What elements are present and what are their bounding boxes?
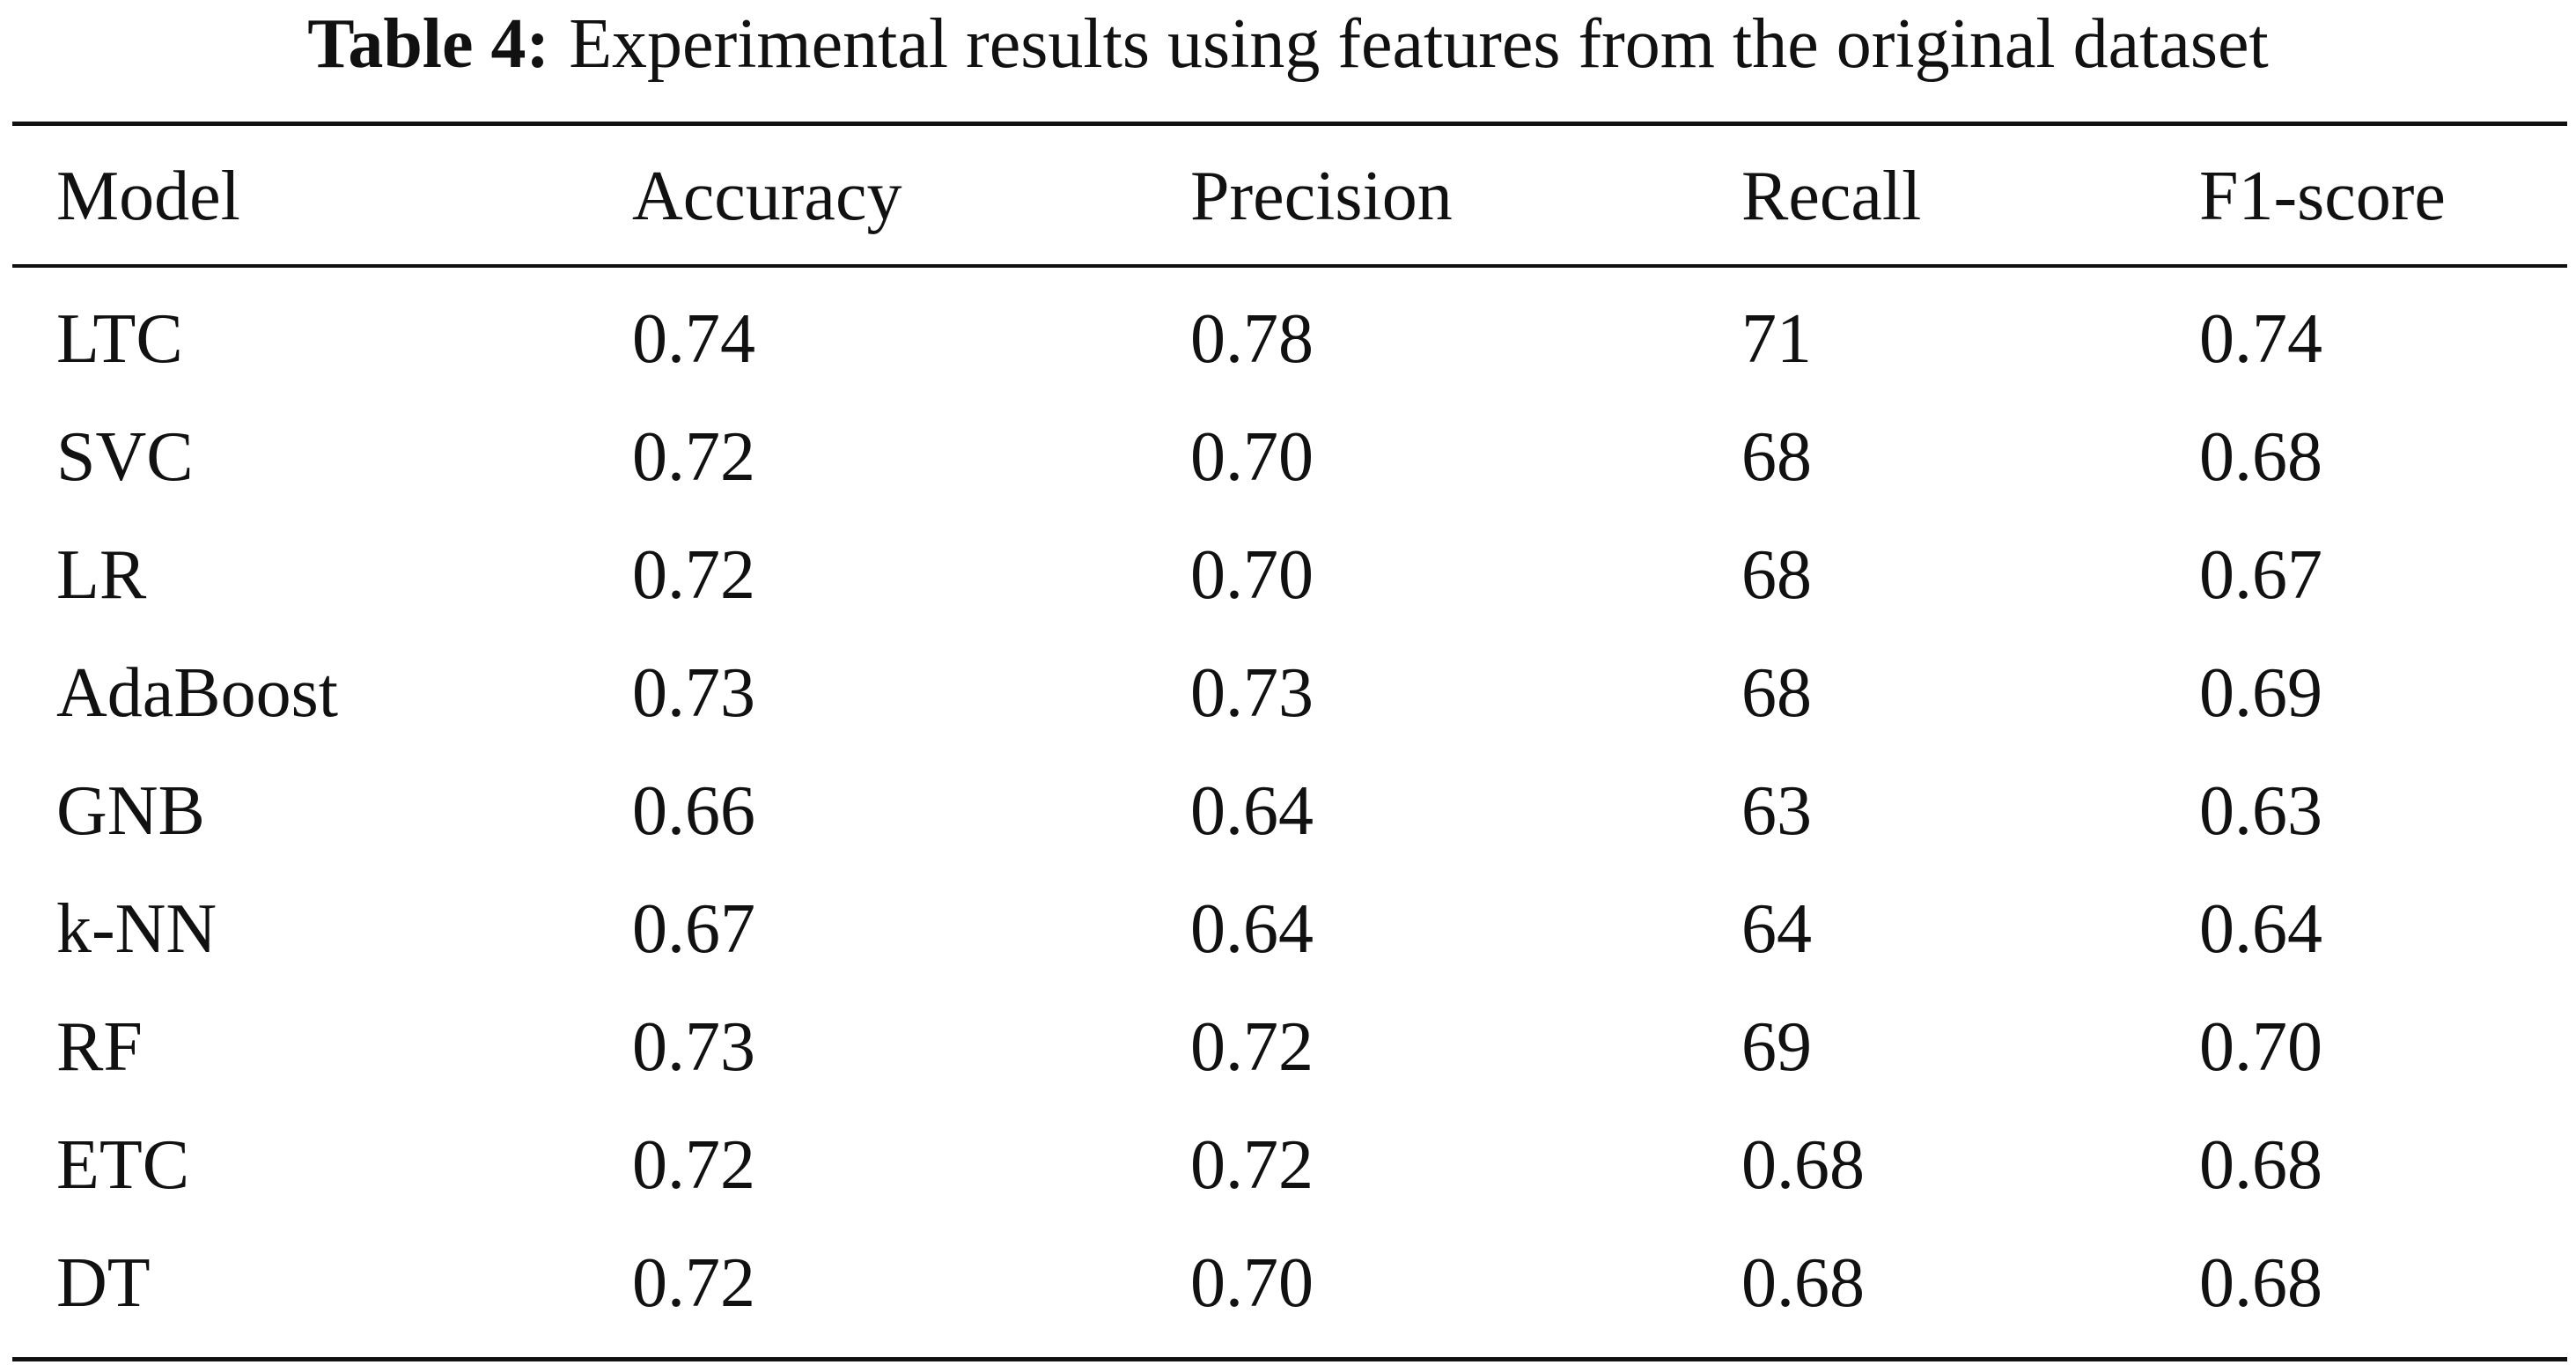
recall-cell: 0.68 (1741, 1244, 1865, 1322)
precision-cell: 0.72 (1190, 1126, 1314, 1204)
accuracy-cell: 0.72 (632, 418, 755, 496)
recall-cell: 69 (1741, 1008, 1812, 1086)
f1-score-cell: 0.63 (2199, 772, 2322, 850)
model-cell: k-NN (56, 890, 217, 968)
table-row: k-NN 0.67 0.64 64 0.64 (0, 870, 2576, 988)
recall-cell: 68 (1741, 536, 1812, 614)
table-row: AdaBoost 0.73 0.73 68 0.69 (0, 634, 2576, 752)
precision-cell: 0.72 (1190, 1008, 1314, 1086)
precision-cell: 0.64 (1190, 890, 1314, 968)
table-header-rule (12, 264, 2567, 268)
precision-cell: 0.73 (1190, 654, 1314, 732)
column-header-recall: Recall (1741, 158, 1922, 235)
table-bottom-rule (12, 1357, 2567, 1361)
accuracy-cell: 0.67 (632, 890, 755, 968)
f1-score-cell: 0.68 (2199, 1126, 2322, 1204)
column-header-precision: Precision (1190, 158, 1453, 235)
accuracy-cell: 0.73 (632, 1008, 755, 1086)
accuracy-cell: 0.72 (632, 1126, 755, 1204)
accuracy-cell: 0.72 (632, 1244, 755, 1322)
accuracy-cell: 0.73 (632, 654, 755, 732)
table-caption: Table 4: Experimental results using feat… (0, 0, 2576, 88)
model-cell: RF (56, 1008, 143, 1086)
f1-score-cell: 0.69 (2199, 654, 2322, 732)
recall-cell: 0.68 (1741, 1126, 1865, 1204)
table-row: LTC 0.74 0.78 71 0.74 (0, 280, 2576, 398)
column-header-model: Model (56, 158, 240, 235)
table-header-row: Model Accuracy Precision Recall F1-score (0, 137, 2576, 255)
f1-score-cell: 0.74 (2199, 300, 2322, 378)
precision-cell: 0.70 (1190, 536, 1314, 614)
table-row: LR 0.72 0.70 68 0.67 (0, 516, 2576, 634)
table-caption-text: Experimental results using features from… (569, 5, 2269, 83)
precision-cell: 0.70 (1190, 418, 1314, 496)
table-row: RF 0.73 0.72 69 0.70 (0, 988, 2576, 1106)
f1-score-cell: 0.70 (2199, 1008, 2322, 1086)
model-cell: GNB (56, 772, 205, 850)
accuracy-cell: 0.74 (632, 300, 755, 378)
table-row: GNB 0.66 0.64 63 0.63 (0, 752, 2576, 870)
recall-cell: 71 (1741, 300, 1812, 378)
f1-score-cell: 0.68 (2199, 1244, 2322, 1322)
recall-cell: 68 (1741, 654, 1812, 732)
f1-score-cell: 0.64 (2199, 890, 2322, 968)
recall-cell: 68 (1741, 418, 1812, 496)
precision-cell: 0.64 (1190, 772, 1314, 850)
table-row: SVC 0.72 0.70 68 0.68 (0, 398, 2576, 516)
model-cell: AdaBoost (56, 654, 338, 732)
table-caption-label: Table 4: (307, 5, 550, 83)
precision-cell: 0.78 (1190, 300, 1314, 378)
column-header-f1-score: F1-score (2199, 158, 2446, 235)
recall-cell: 63 (1741, 772, 1812, 850)
model-cell: LTC (56, 300, 183, 378)
recall-cell: 64 (1741, 890, 1812, 968)
column-header-accuracy: Accuracy (632, 158, 902, 235)
model-cell: ETC (56, 1126, 190, 1204)
table-top-rule (12, 122, 2567, 126)
f1-score-cell: 0.68 (2199, 418, 2322, 496)
accuracy-cell: 0.72 (632, 536, 755, 614)
accuracy-cell: 0.66 (632, 772, 755, 850)
model-cell: SVC (56, 418, 194, 496)
f1-score-cell: 0.67 (2199, 536, 2322, 614)
model-cell: LR (56, 536, 147, 614)
table-row: ETC 0.72 0.72 0.68 0.68 (0, 1106, 2576, 1224)
table-row: DT 0.72 0.70 0.68 0.68 (0, 1224, 2576, 1342)
model-cell: DT (56, 1244, 151, 1322)
precision-cell: 0.70 (1190, 1244, 1314, 1322)
